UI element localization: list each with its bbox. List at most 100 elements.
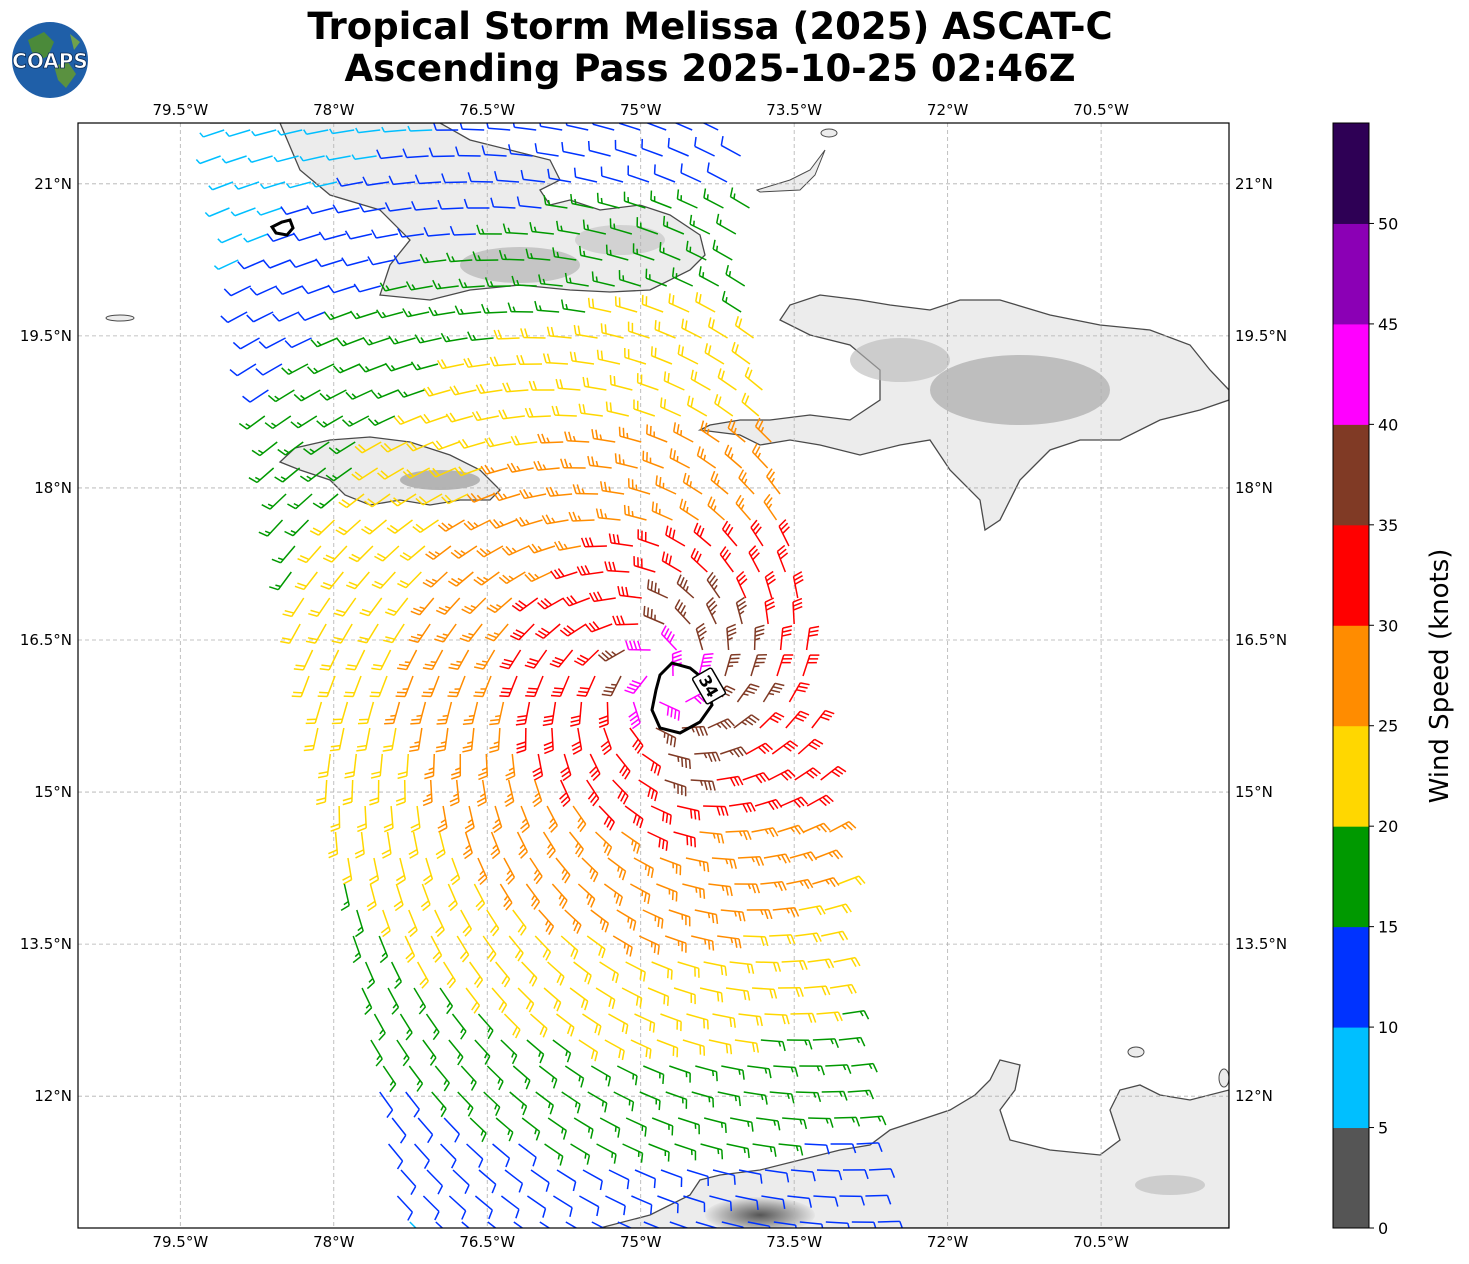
wind-barb: [518, 1143, 537, 1167]
map-frame: [77, 122, 1230, 1229]
wind-barb: [317, 753, 332, 779]
wind-barb: [354, 831, 365, 859]
wind-barb: [726, 623, 737, 651]
wind-barb: [411, 201, 438, 211]
wind-barb: [362, 336, 390, 346]
wind-barb: [803, 985, 831, 996]
curacao-island: [1218, 1068, 1229, 1088]
wind-barb: [616, 909, 637, 931]
wind-barb: [798, 905, 826, 916]
wind-barb: [457, 1091, 474, 1117]
wind-barb: [617, 1221, 633, 1228]
wind-barb: [384, 597, 409, 617]
wind-barb: [480, 464, 508, 475]
wind-barb: [768, 769, 796, 781]
wind-barb: [447, 571, 474, 587]
wind-barb: [489, 727, 501, 754]
wind-barb: [674, 123, 693, 131]
wind-barb: [624, 675, 648, 695]
wind-barb: [655, 727, 677, 748]
wind-barb: [374, 545, 400, 562]
wind-barb: [524, 571, 552, 583]
wind-barb: [473, 571, 500, 586]
wind-barb: [665, 525, 686, 547]
wind-barb: [621, 987, 643, 1008]
wind-barb: [712, 239, 733, 261]
wind-barb: [492, 805, 503, 834]
hispaniola-relief: [850, 338, 950, 382]
wind-barb: [742, 772, 770, 784]
wind-barb: [636, 373, 659, 391]
wind-barb: [410, 701, 427, 725]
wind-barb: [700, 420, 720, 443]
wind-barb: [582, 1169, 603, 1191]
wind-barb: [320, 571, 344, 590]
wind-barb: [603, 883, 623, 907]
wind-barb: [389, 493, 417, 507]
lon-tick-label-top: 73.5°W: [766, 101, 822, 119]
wind-barb: [422, 1039, 437, 1066]
wind-barb: [379, 1091, 394, 1119]
wind-barb: [829, 821, 857, 833]
wind-barb: [481, 303, 508, 314]
wind-barb: [472, 251, 499, 262]
wind-barb: [638, 779, 658, 802]
wind-barb: [516, 831, 529, 859]
wind-barb: [743, 1091, 768, 1105]
wind-barb: [627, 165, 650, 183]
wind-barb: [529, 222, 554, 235]
wind-barb: [561, 1091, 581, 1114]
wind-barb: [731, 341, 751, 365]
wind-barb: [625, 1117, 647, 1137]
lon-tick-label-bottom: 70.5°W: [1073, 1233, 1129, 1251]
lat-tick-label-right: 13.5°N: [1235, 935, 1287, 953]
wind-barb: [734, 316, 754, 339]
wind-barb: [650, 190, 672, 209]
wind-barb: [695, 622, 707, 651]
wind-barb: [277, 441, 304, 456]
wind-barb: [509, 1091, 528, 1116]
wind-barb: [290, 415, 318, 429]
contour-small-ring: [269, 218, 295, 237]
wind-barb: [550, 568, 578, 580]
wind-barb: [357, 623, 379, 644]
cayman-island: [105, 314, 135, 322]
wind-barb: [440, 1143, 457, 1169]
wind-barb: [545, 486, 573, 497]
wind-barb: [354, 441, 382, 454]
wind-barb: [543, 987, 562, 1012]
wind-barb: [630, 883, 651, 905]
wind-barb: [322, 545, 348, 563]
wind-barb: [615, 753, 631, 780]
wind-barb: [756, 1117, 781, 1131]
wind-barb: [303, 441, 330, 455]
wind-barb: [338, 493, 365, 509]
wind-barb: [521, 1117, 541, 1141]
wind-barb: [560, 299, 586, 313]
wind-barb: [572, 805, 587, 833]
wind-barb: [569, 987, 589, 1011]
wind-barb: [622, 1143, 644, 1163]
lat-tick-label-right: 15°N: [1235, 783, 1273, 801]
wind-barb: [656, 883, 678, 902]
wind-barb: [596, 192, 620, 209]
wind-barb: [735, 1195, 759, 1211]
wind-barb: [752, 987, 778, 999]
wind-barb: [449, 779, 460, 807]
lat-tick-label-left: 19.5°N: [20, 327, 72, 345]
wind-barb: [310, 337, 338, 348]
wind-barb: [232, 337, 260, 350]
wind-barb: [506, 462, 534, 473]
wind-barb: [546, 805, 558, 833]
wind-barb: [609, 375, 633, 391]
wind-barb: [504, 779, 515, 808]
colorbar-tick-label: 20: [1378, 817, 1398, 836]
wind-barb: [787, 1195, 813, 1208]
wind-barb: [344, 753, 358, 779]
wind-barb: [754, 417, 772, 443]
wind-barb: [570, 1143, 591, 1165]
wind-barb: [627, 321, 650, 339]
wind-barb: [576, 565, 604, 576]
wind-barb: [578, 245, 603, 261]
wind-barb: [287, 493, 313, 510]
